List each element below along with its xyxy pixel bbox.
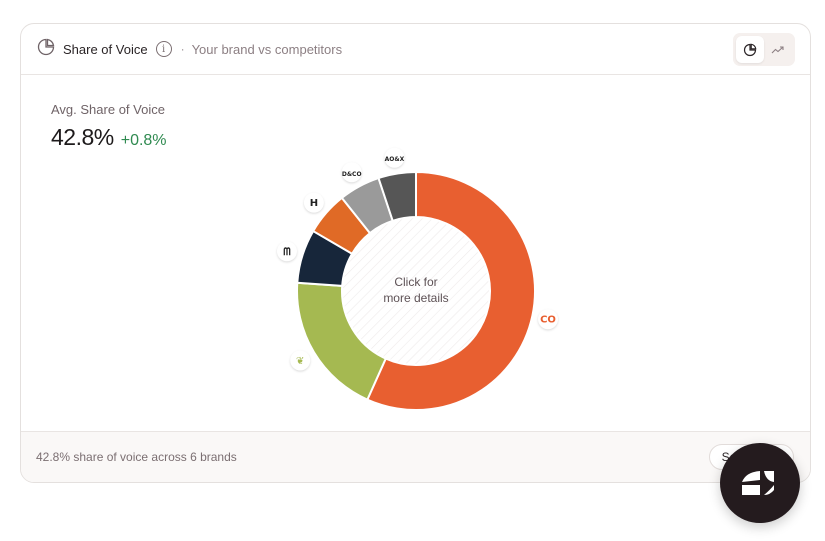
brand-logo: AO&X bbox=[385, 156, 405, 163]
brand-logo-badge bbox=[384, 147, 405, 168]
trend-line-icon bbox=[771, 45, 784, 53]
assistant-button[interactable] bbox=[720, 443, 800, 523]
card-subtitle: Your brand vs competitors bbox=[191, 41, 343, 57]
center-text-line-1: Click for bbox=[394, 275, 437, 289]
info-icon[interactable]: i bbox=[155, 41, 172, 57]
card-header: Share of Voice i · Your brand vs competi… bbox=[21, 24, 810, 75]
card-title: Share of Voice bbox=[63, 41, 148, 57]
brand-logo-badge bbox=[290, 350, 311, 371]
brand-logo: CO bbox=[540, 315, 556, 326]
view-toggle bbox=[733, 33, 795, 66]
brand-logo-badge bbox=[538, 309, 559, 330]
brand-logo-badge bbox=[276, 241, 297, 262]
center-text-line-2: more details bbox=[383, 291, 448, 305]
share-of-voice-card: Share of Voice i · Your brand vs competi… bbox=[20, 23, 811, 483]
donut-chart[interactable]: Click for more details CO ❦ ᗰ H D&CO AO&X bbox=[21, 75, 810, 431]
brand-logo: D&CO bbox=[342, 171, 362, 178]
pie-chart-icon bbox=[743, 43, 757, 56]
card-footer: 42.8% share of voice across 6 brands See… bbox=[21, 431, 810, 482]
metric-delta: +0.8% bbox=[120, 132, 167, 149]
donut-center[interactable] bbox=[343, 218, 489, 364]
brand-logo-badge bbox=[303, 192, 324, 213]
pie-chart-icon bbox=[37, 38, 55, 61]
brand-logo-badge bbox=[341, 162, 362, 183]
separator: · bbox=[180, 42, 185, 56]
donut-slice[interactable] bbox=[377, 170, 417, 223]
footer-summary: 42.8% share of voice across 6 brands bbox=[36, 450, 237, 464]
brand-logo: H bbox=[310, 198, 318, 209]
brand-logo: ❦ bbox=[296, 356, 304, 367]
metric: 42.8% +0.8% bbox=[51, 124, 167, 151]
donut-slice[interactable] bbox=[366, 170, 536, 411]
brand-logo: ᗰ bbox=[283, 246, 290, 258]
metric-value: 42.8% bbox=[51, 124, 114, 150]
pie-view-button[interactable] bbox=[736, 36, 764, 63]
metric-label: Avg. Share of Voice bbox=[51, 102, 165, 117]
assistant-logo-icon bbox=[742, 471, 774, 495]
trend-view-button[interactable] bbox=[764, 36, 792, 63]
